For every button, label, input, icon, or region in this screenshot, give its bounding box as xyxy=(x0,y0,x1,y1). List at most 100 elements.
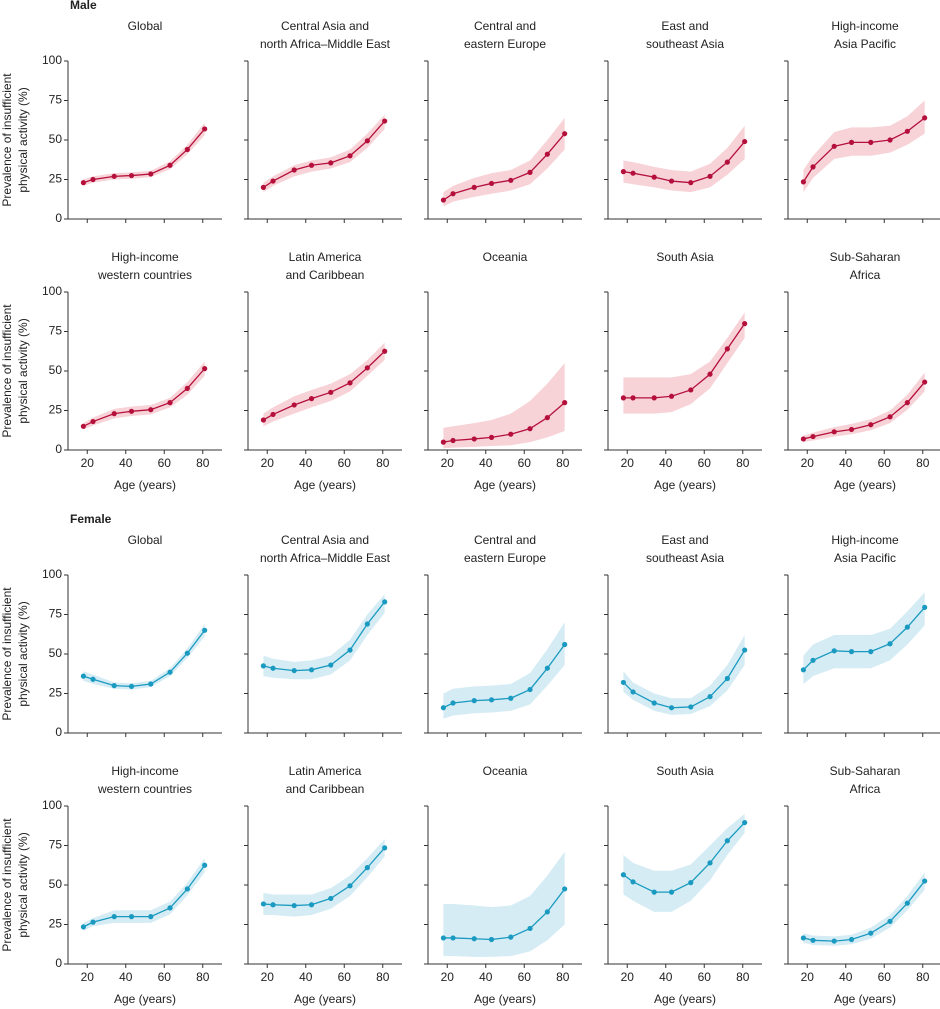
data-point xyxy=(111,683,117,689)
data-point xyxy=(167,905,173,911)
x-tick-label: 40 xyxy=(299,970,313,984)
data-point xyxy=(887,918,893,924)
data-point xyxy=(508,934,514,940)
series-line xyxy=(263,601,386,672)
x-tick-label: 80 xyxy=(376,456,390,470)
data-point xyxy=(450,437,456,444)
series-line xyxy=(83,864,206,928)
confidence-band xyxy=(263,342,385,427)
panel-title: Sub-Saharan xyxy=(830,764,901,778)
data-point xyxy=(688,387,694,393)
confidence-band xyxy=(803,372,925,443)
data-point xyxy=(887,414,893,420)
y-tick-label: 75 xyxy=(49,838,63,852)
panel-title: eastern Europe xyxy=(464,551,546,565)
data-point xyxy=(527,686,533,693)
series-line xyxy=(263,350,386,421)
x-tick-label: 40 xyxy=(839,970,853,984)
data-point xyxy=(562,641,568,648)
series-line xyxy=(623,323,746,399)
data-point xyxy=(450,700,456,706)
x-tick-label: 20 xyxy=(261,970,275,984)
data-point xyxy=(688,704,694,710)
data-point xyxy=(440,705,446,711)
confidence-band xyxy=(623,813,745,912)
data-point xyxy=(128,914,135,920)
data-point xyxy=(742,819,748,826)
data-point xyxy=(724,675,730,682)
data-point xyxy=(800,667,807,673)
y-axis-label: physical activity (%) xyxy=(16,601,30,706)
data-point xyxy=(724,346,730,352)
y-axis-label: physical activity (%) xyxy=(16,87,30,192)
x-tick-label: 40 xyxy=(119,970,133,984)
data-point xyxy=(260,663,266,669)
data-point xyxy=(184,146,190,153)
data-point xyxy=(868,649,874,655)
data-point xyxy=(488,697,495,703)
data-point xyxy=(128,172,135,179)
series-line xyxy=(803,381,926,440)
data-point xyxy=(308,396,315,402)
x-tick-label: 60 xyxy=(698,456,712,470)
data-point xyxy=(800,179,807,185)
panel-title: southeast Asia xyxy=(646,37,724,51)
data-point xyxy=(831,648,837,654)
data-point xyxy=(904,624,910,630)
confidence-band xyxy=(83,858,205,931)
series-line xyxy=(623,822,746,893)
data-point xyxy=(651,395,657,401)
panel-title: Latin America xyxy=(289,250,362,264)
x-tick-label: 80 xyxy=(376,970,390,984)
x-axis-label: Age (years) xyxy=(654,992,716,1006)
data-point xyxy=(488,434,495,440)
y-axis-label: Prevalence of insufficient xyxy=(0,73,14,207)
data-point xyxy=(544,151,550,157)
panel-title: Central Asia and xyxy=(281,533,369,547)
panel-title: and Caribbean xyxy=(286,268,365,282)
data-point xyxy=(184,650,190,656)
data-point xyxy=(831,143,837,149)
panel-title: north Africa–Middle East xyxy=(260,37,391,51)
data-point xyxy=(724,838,730,844)
confidence-band xyxy=(803,592,925,685)
confidence-band xyxy=(623,312,745,414)
x-tick-label: 20 xyxy=(441,970,455,984)
panel-title: Latin America xyxy=(289,764,362,778)
x-axis-label: Age (years) xyxy=(294,478,356,492)
data-point xyxy=(364,865,370,871)
x-tick-label: 20 xyxy=(621,970,635,984)
section-title: Male xyxy=(70,0,97,12)
data-point xyxy=(707,860,713,866)
data-point xyxy=(111,173,117,179)
data-point xyxy=(202,366,208,372)
data-point xyxy=(202,862,208,868)
data-point xyxy=(111,914,117,920)
data-point xyxy=(128,408,135,414)
x-tick-label: 20 xyxy=(81,970,95,984)
data-point xyxy=(328,389,334,395)
series-line xyxy=(443,888,566,941)
x-tick-label: 60 xyxy=(338,970,352,984)
x-axis-label: Age (years) xyxy=(474,992,536,1006)
data-point xyxy=(527,169,533,175)
panel-title: Central and xyxy=(474,533,536,547)
data-point xyxy=(724,159,730,165)
data-point xyxy=(527,925,533,932)
y-tick-label: 75 xyxy=(49,607,63,621)
data-point xyxy=(471,436,477,442)
data-point xyxy=(184,886,190,892)
y-tick-label: 100 xyxy=(42,798,62,812)
data-point xyxy=(80,924,86,930)
panel-title: western countries xyxy=(97,782,192,796)
panel-title: Asia Pacific xyxy=(834,37,896,51)
data-point xyxy=(347,380,353,386)
series-line xyxy=(263,120,386,188)
data-point xyxy=(668,393,675,399)
data-point xyxy=(202,627,208,633)
data-point xyxy=(148,171,154,177)
y-tick-label: 25 xyxy=(49,403,63,417)
x-tick-label: 20 xyxy=(261,456,275,470)
data-point xyxy=(922,379,928,385)
